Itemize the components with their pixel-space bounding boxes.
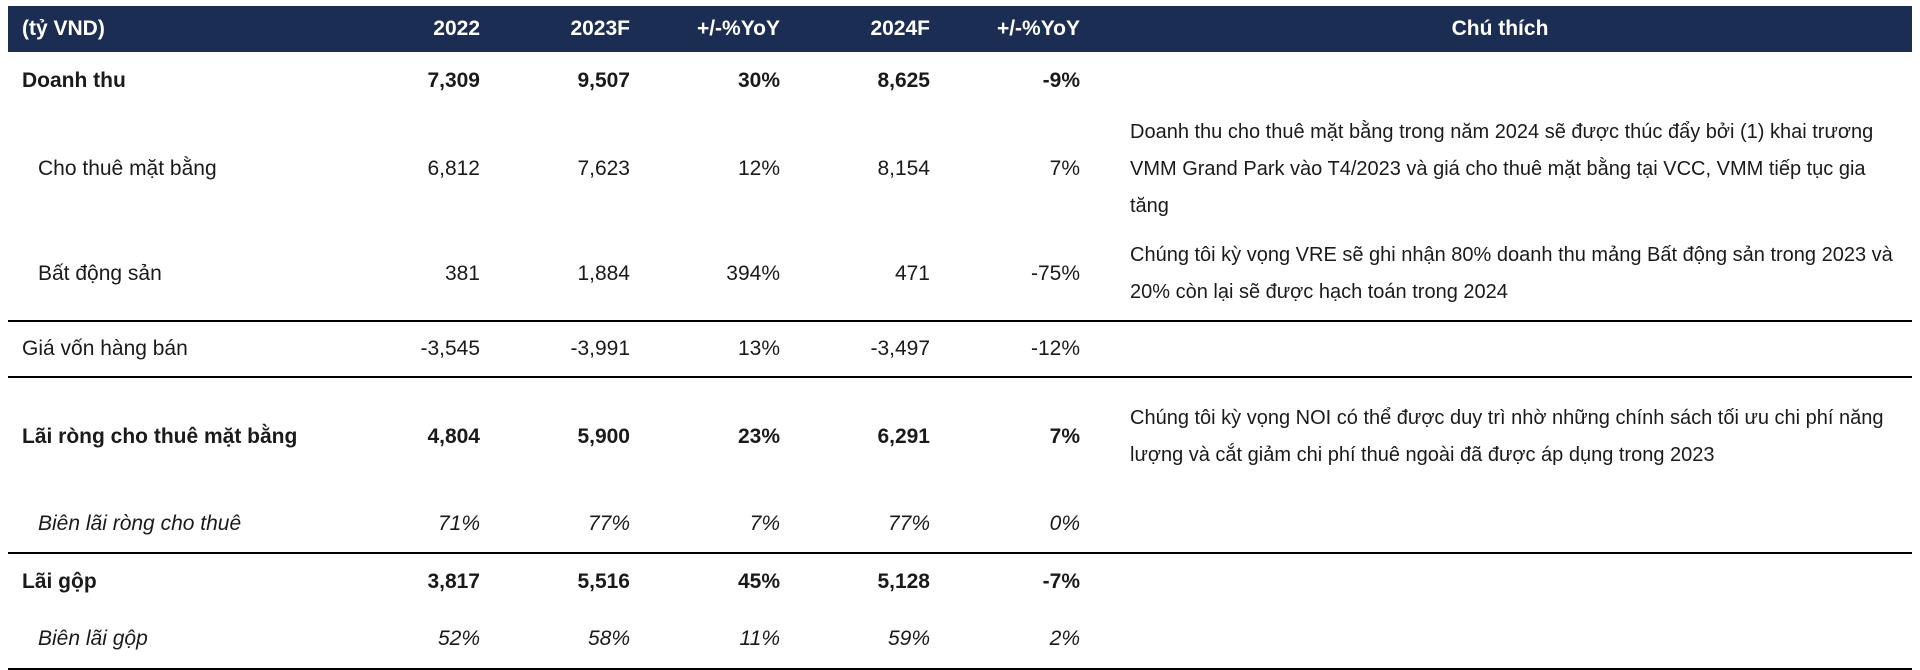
value-2024f: 77% [887,511,930,535]
financial-forecast-table: (tỷ VND) 2022 2023F +/-%YoY 2024F +/-%Yo… [8,6,1912,670]
value-yoy-2024: 2% [1049,626,1080,650]
table-row-lai-gop: Lãi gộp 3,817 5,516 45% 5,128 -7% [8,552,1912,610]
value-2023f: 5,900 [577,424,630,448]
value-yoy-2024: -12% [1030,336,1080,360]
value-2024f: -3,497 [870,336,930,360]
row-label: Lãi ròng cho thuê mặt bằng [22,424,298,448]
value-2023f: 5,516 [577,569,630,593]
table-row-gia-von-hang-ban: Giá vốn hàng bán -3,545 -3,991 13% -3,49… [8,320,1912,376]
col-header-notes: Chú thích [1451,16,1549,40]
value-2023f: 9,507 [577,68,630,92]
value-yoy-2024: 0% [1049,511,1080,535]
row-label: Doanh thu [22,68,126,92]
value-yoy-2024: -9% [1042,68,1080,92]
col-header-2022: 2022 [433,16,480,40]
note-cell: Chúng tôi kỳ vọng NOI có thể được duy tr… [1130,407,1884,466]
value-yoy-2024: 7% [1049,424,1080,448]
value-2023f: -3,991 [570,336,630,360]
table-row-bien-lai-gop: Biên lãi gộp 52% 58% 11% 59% 2% [8,610,1912,668]
table-row-doanh-thu: Doanh thu 7,309 9,507 30% 8,625 -9% [8,52,1912,110]
value-2022: 6,812 [427,156,480,180]
row-label: Giá vốn hàng bán [22,336,188,360]
col-header-2024f: 2024F [870,16,930,40]
row-label: Biên lãi gộp [38,626,148,650]
value-2024f: 8,154 [877,156,930,180]
value-yoy-2024: -75% [1030,261,1080,285]
row-label: Biên lãi ròng cho thuê [38,511,242,535]
value-2023f: 7,623 [577,156,630,180]
value-2024f: 5,128 [877,569,930,593]
value-2022: 381 [444,261,480,285]
value-2023f: 77% [587,511,630,535]
value-yoy-2023: 45% [737,569,780,593]
value-2022: 7,309 [427,68,480,92]
value-yoy-2023: 23% [737,424,780,448]
value-2024f: 8,625 [877,68,930,92]
value-2024f: 6,291 [877,424,930,448]
value-yoy-2023: 11% [739,626,780,650]
col-header-yoy-2023: +/-%YoY [696,16,780,40]
value-2024f: 471 [894,261,930,285]
table-row-cho-thue-mat-bang: Cho thuê mặt bằng 6,812 7,623 12% 8,154 … [8,110,1912,228]
col-header-2023f: 2023F [570,16,630,40]
value-2022: 71% [437,511,480,535]
value-2023f: 1,884 [577,261,630,285]
table-row-lai-rong-cho-thue: Lãi ròng cho thuê mặt bằng 4,804 5,900 2… [8,376,1912,496]
table-header-row: (tỷ VND) 2022 2023F +/-%YoY 2024F +/-%Yo… [8,6,1912,52]
value-2024f: 59% [887,626,930,650]
row-label: Cho thuê mặt bằng [38,156,217,180]
value-yoy-2023: 394% [726,261,780,285]
row-label: Bất động sản [38,261,162,285]
row-label: Lãi gộp [22,569,97,593]
value-yoy-2024: -7% [1042,569,1080,593]
note-cell: Doanh thu cho thuê mặt bằng trong năm 20… [1130,120,1874,217]
table-row-bien-lai-rong: Biên lãi ròng cho thuê 71% 77% 7% 77% 0% [8,496,1912,552]
value-2022: 4,804 [427,424,480,448]
value-yoy-2023: 7% [749,511,780,535]
col-header-yoy-2024: +/-%YoY [996,16,1080,40]
col-header-unit: (tỷ VND) [22,16,105,40]
table-row-bat-dong-san: Bất động sản 381 1,884 394% 471 -75% Chú… [8,228,1912,320]
note-cell: Chúng tôi kỳ vọng VRE sẽ ghi nhận 80% do… [1130,244,1893,303]
value-yoy-2024: 7% [1049,156,1080,180]
value-yoy-2023: 13% [737,336,780,360]
value-2023f: 58% [587,626,630,650]
value-yoy-2023: 30% [737,68,780,92]
value-2022: 3,817 [427,569,480,593]
value-2022: -3,545 [420,336,480,360]
value-2022: 52% [437,626,480,650]
value-yoy-2023: 12% [737,156,780,180]
